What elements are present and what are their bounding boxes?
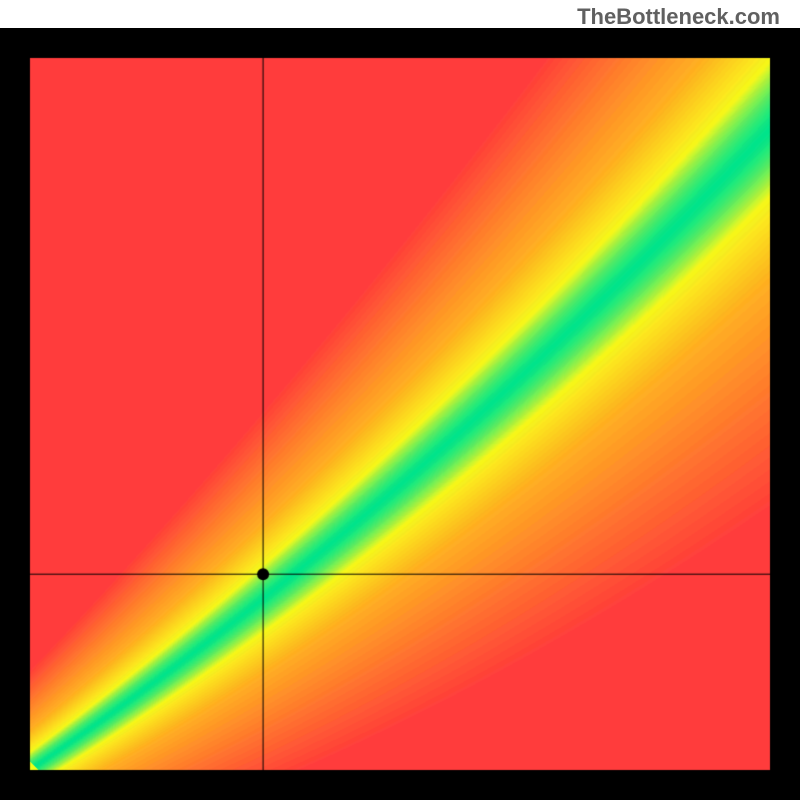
bottleneck-heatmap (0, 28, 800, 800)
heatmap-canvas (0, 28, 800, 800)
watermark-text: TheBottleneck.com (577, 4, 780, 30)
